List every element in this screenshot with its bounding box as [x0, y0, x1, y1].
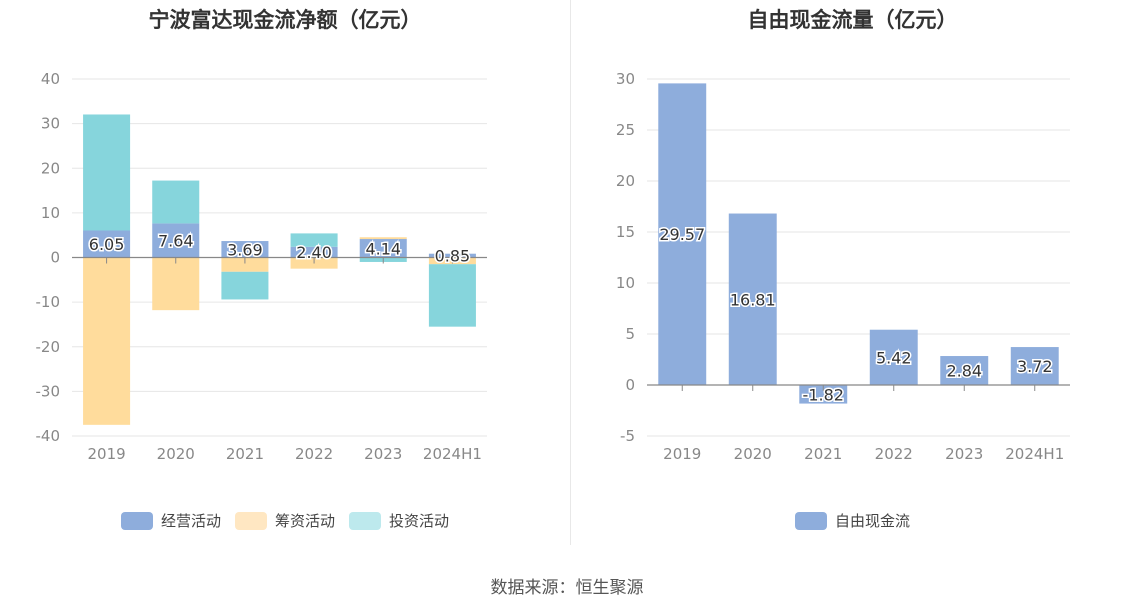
bar-2-0 — [83, 114, 131, 231]
x-tick-label: 2020 — [734, 445, 772, 463]
y-tick-label: -10 — [36, 293, 61, 311]
bar-0-1 — [152, 223, 200, 258]
data-label: 6.05 — [89, 235, 125, 254]
legend-swatch — [794, 511, 827, 530]
data-label: 3.69 — [227, 240, 263, 259]
bar-2-2 — [221, 271, 269, 300]
y-tick-label: 10 — [41, 204, 60, 222]
legend-label: 经营活动 — [160, 512, 221, 530]
bar-0-3 — [290, 246, 338, 258]
legend-label: 投资活动 — [389, 512, 450, 530]
x-tick-label: 2021 — [804, 445, 842, 463]
legend-swatch — [349, 511, 381, 530]
data-label: 2.40 — [296, 243, 332, 262]
x-tick-label: 2019 — [663, 445, 701, 463]
right-chart-legend: 自由现金流 — [571, 510, 1134, 531]
left-chart-panel: 宁波富达现金流净额（亿元） 40 30 20 10 0 -10 -20 -30 -40 2019 2… — [0, 0, 570, 545]
data-label: 29.57 — [659, 225, 705, 244]
y-tick-label: 40 — [41, 70, 60, 88]
y-tick-label: 0 — [625, 376, 635, 394]
legend-item[interactable]: 筹资活动 — [234, 510, 335, 531]
cashflow-net-chart: 40 30 20 10 0 -10 -20 -30 -40 2019 2020 2021 2022 202… — [36, 70, 487, 463]
left-chart-title: 宁波富达现金流净额（亿元） — [148, 8, 422, 32]
y-tick-label: -30 — [36, 382, 61, 400]
y-tick-label: 20 — [41, 159, 60, 177]
bar-0-5 — [1010, 347, 1059, 385]
right-chart-title: 自由现金流量（亿元） — [747, 8, 958, 32]
y-tick-label: 30 — [41, 115, 60, 133]
y-tick-label: -40 — [36, 427, 61, 445]
data-label: 7.64 — [158, 231, 194, 250]
y-tick-label: -20 — [36, 338, 61, 356]
data-label: -1.82 — [803, 385, 844, 404]
bar-0-0 — [83, 230, 131, 258]
bar-2-5 — [428, 264, 476, 327]
legend-label: 自由现金流 — [834, 512, 910, 530]
bar-2-1 — [152, 180, 200, 224]
y-tick-label: 10 — [616, 274, 635, 292]
x-tick-label: 2019 — [87, 445, 125, 463]
y-tick-label: 5 — [625, 325, 635, 343]
y-tick-label: 0 — [50, 249, 60, 267]
bar-0-4 — [359, 239, 407, 258]
bar-0-3 — [869, 329, 918, 385]
data-label: 2.84 — [946, 362, 982, 381]
legend-item[interactable]: 自由现金流 — [794, 510, 910, 531]
data-label: 4.14 — [365, 239, 401, 258]
data-source: 数据来源：恒生聚源 — [490, 578, 644, 598]
x-tick-label: 2022 — [295, 445, 333, 463]
right-chart-panel: 自由现金流量（亿元） 30 25 20 15 10 5 0 -5 2019 2020 2021 202… — [571, 0, 1134, 545]
legend-swatch — [120, 511, 153, 530]
bar-1-4 — [359, 237, 407, 240]
bar-1-0 — [83, 257, 131, 425]
x-tick-label: 2023 — [364, 445, 402, 463]
legend-label: 筹资活动 — [274, 512, 335, 530]
y-tick-label: 15 — [616, 223, 635, 241]
data-label: 0.85 — [435, 247, 471, 266]
data-label: 3.72 — [1017, 357, 1053, 376]
y-tick-label: 30 — [616, 70, 635, 88]
x-tick-label: 2020 — [157, 445, 195, 463]
x-tick-label: 2024H1 — [423, 445, 482, 463]
y-tick-label: 25 — [616, 121, 635, 139]
data-label: 5.42 — [876, 348, 912, 367]
bar-0-4 — [940, 356, 989, 385]
bar-2-3 — [290, 233, 338, 247]
x-tick-label: 2024H1 — [1005, 445, 1064, 463]
y-tick-label: 20 — [616, 172, 635, 190]
bar-1-1 — [152, 257, 200, 311]
free-cashflow-chart: 30 25 20 15 10 5 0 -5 2019 2020 2021 2022 2023 2024H1… — [616, 70, 1070, 463]
bar-0-2 — [799, 385, 848, 404]
legend-item[interactable]: 经营活动 — [120, 510, 221, 531]
x-tick-label: 2021 — [226, 445, 264, 463]
bar-0-5 — [428, 253, 476, 258]
x-tick-label: 2023 — [945, 445, 983, 463]
legend-item[interactable]: 投资活动 — [349, 510, 449, 531]
left-chart-legend: 经营活动 筹资活动 投资活动 — [0, 510, 570, 531]
bar-0-1 — [728, 213, 777, 385]
legend-swatch — [234, 511, 267, 530]
x-tick-label: 2022 — [875, 445, 913, 463]
bar-1-2 — [221, 257, 269, 272]
bar-0-2 — [221, 241, 269, 258]
panel-divider — [570, 0, 571, 545]
y-tick-label: -5 — [620, 427, 635, 445]
bar-0-0 — [658, 83, 707, 386]
data-label: 16.81 — [730, 290, 776, 309]
